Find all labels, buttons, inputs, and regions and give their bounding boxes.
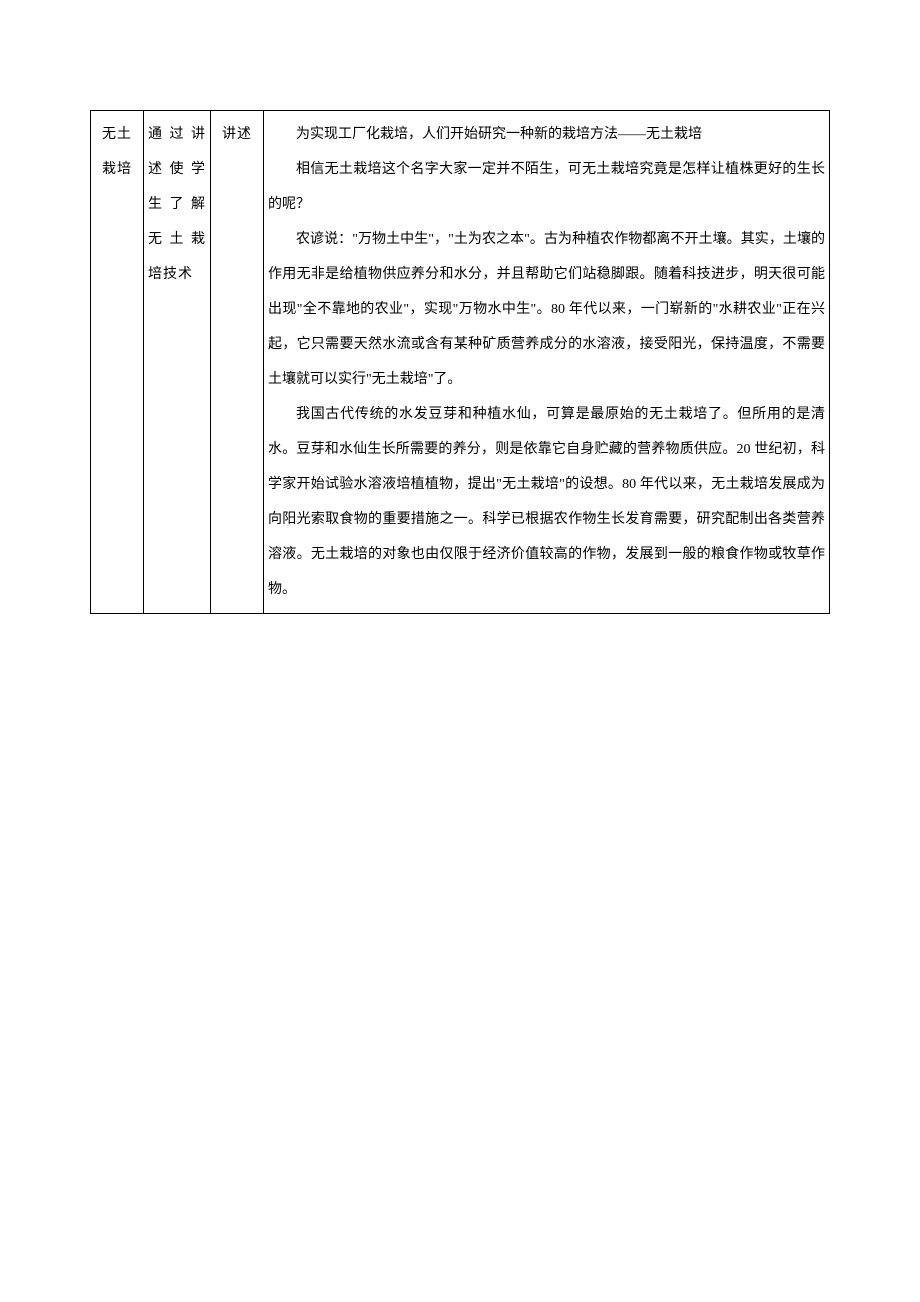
content-paragraph: 相信无土栽培这个名字大家一定并不陌生，可无土栽培究竟是怎样让植株更好的生长的呢？ xyxy=(268,152,825,222)
content-paragraph: 为实现工厂化栽培，人们开始研究一种新的栽培方法——无土栽培 xyxy=(268,117,825,152)
cell-objective: 通过讲述使学生了解无土栽培技术 xyxy=(144,111,211,614)
cell-content: 为实现工厂化栽培，人们开始研究一种新的栽培方法——无土栽培 相信无土栽培这个名字… xyxy=(264,111,830,614)
content-paragraph: 我国古代传统的水发豆芽和种植水仙，可算是最原始的无土栽培了。但所用的是清水。豆芽… xyxy=(268,397,825,607)
lesson-plan-table: 无土栽培 通过讲述使学生了解无土栽培技术 讲述 为实现工厂化栽培，人们开始研究一… xyxy=(90,110,830,614)
objective-text: 通过讲述使学生了解无土栽培技术 xyxy=(148,117,206,292)
table-row: 无土栽培 通过讲述使学生了解无土栽培技术 讲述 为实现工厂化栽培，人们开始研究一… xyxy=(91,111,830,614)
document-page: 无土栽培 通过讲述使学生了解无土栽培技术 讲述 为实现工厂化栽培，人们开始研究一… xyxy=(0,0,920,614)
content-paragraph: 农谚说："万物土中生"，"土为农之本"。古为种植农作物都离不开土壤。其实，土壤的… xyxy=(268,222,825,397)
cell-method: 讲述 xyxy=(211,111,264,614)
cell-topic: 无土栽培 xyxy=(91,111,144,614)
method-text: 讲述 xyxy=(215,117,259,152)
topic-text: 无土栽培 xyxy=(95,117,139,187)
